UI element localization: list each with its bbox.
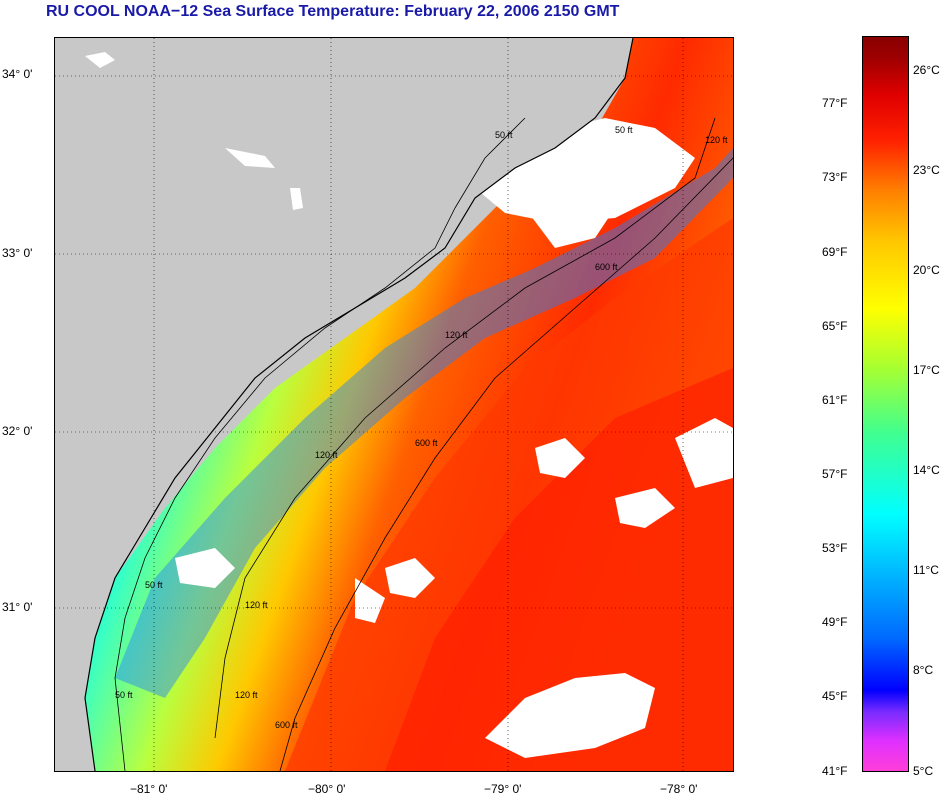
lon-label-78: −78° 0' [660,782,698,796]
colorbar-c-label: 11°C [913,563,939,577]
colorbar-c-label: 17°C [913,363,940,377]
graticule [55,38,733,771]
lat-label-34: 34° 0' [2,67,33,81]
colorbar-f-label: 53°F [822,541,848,555]
colorbar-f-label: 57°F [822,467,848,481]
colorbar-c-label: 8°C [913,663,934,677]
inland-lakes [85,52,303,210]
lon-label-81: −81° 0' [130,782,168,796]
contour-120ft [214,117,716,739]
contour-label: 120 ft [705,135,728,145]
lat-label-32: 32° 0' [2,424,33,438]
contour-label: 50 ft [145,580,163,590]
contour-label: 50 ft [495,130,513,140]
contour-label: 50 ft [115,690,133,700]
colorbar-c-label: 20°C [913,263,940,277]
contour-label: 600 ft [595,262,618,272]
colorbar-f-label: 49°F [822,615,848,629]
colorbar-f-label: 65°F [822,319,848,333]
colorbar-c-label: 26°C [913,63,940,77]
cloud-cover [175,118,733,758]
land-mass [55,38,633,771]
cold-shelf-water [115,148,733,698]
sst-map[interactable]: 50 ft 50 ft 120 ft 600 ft 120 ft 600 ft … [54,37,734,772]
colorbar-f-label: 73°F [822,170,848,184]
contour-labels: 50 ft 50 ft 120 ft 600 ft 120 ft 600 ft … [115,125,728,730]
contour-600ft [279,157,733,771]
depth-contours [114,117,733,771]
lat-label-31: 31° 0' [2,600,33,614]
lat-label-33: 33° 0' [2,246,33,260]
colorbar-c-label: 5°C [913,764,934,778]
coastline [84,38,634,771]
lon-label-80: −80° 0' [308,782,346,796]
temperature-colorbar [862,36,909,772]
colorbar-c-label: 14°C [913,463,940,477]
colorbar-f-label: 77°F [822,96,848,110]
warm-core [385,368,733,771]
contour-label: 120 ft [235,690,258,700]
contour-label: 120 ft [245,600,268,610]
contour-label: 120 ft [445,330,468,340]
colorbar-f-label: 45°F [822,689,848,703]
contour-50ft [114,117,526,771]
colorbar-f-label: 69°F [822,245,848,259]
contour-label: 120 ft [315,450,338,460]
contour-label: 50 ft [615,125,633,135]
colorbar-c-label: 23°C [913,163,940,177]
lon-label-79: −79° 0' [484,782,522,796]
sst-map-canvas: 50 ft 50 ft 120 ft 600 ft 120 ft 600 ft … [55,38,733,771]
contour-label: 600 ft [415,438,438,448]
colorbar-f-label: 61°F [822,393,848,407]
map-title: RU COOL NOAA−12 Sea Surface Temperature:… [46,3,620,20]
contour-label: 600 ft [275,720,298,730]
colorbar-f-label: 41°F [822,764,848,778]
